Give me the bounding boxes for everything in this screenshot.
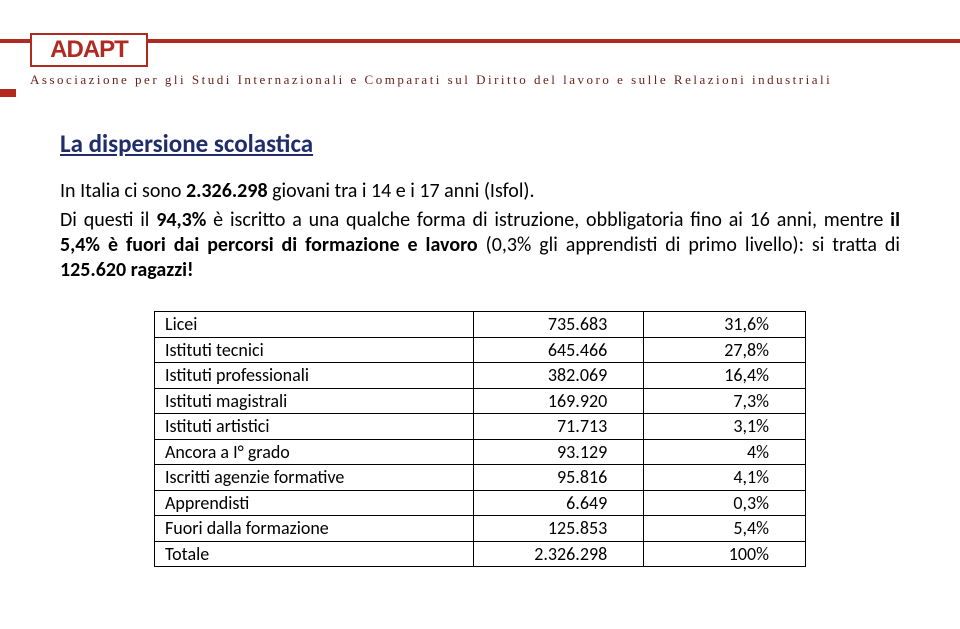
paragraph-1: In Italia ci sono 2.326.298 giovani tra … — [60, 179, 900, 204]
table-row: Iscritti agenzie formative 95.816 4,1% — [155, 465, 806, 491]
cell-value: 645.466 — [474, 337, 644, 363]
cell-value: 382.069 — [474, 363, 644, 389]
table-row: Totale 2.326.298 100% — [155, 541, 806, 567]
table-row: Istituti tecnici 645.466 27,8% — [155, 337, 806, 363]
cell-value: 2.326.298 — [474, 541, 644, 567]
cell-pct: 4,1% — [644, 465, 806, 491]
table-row: Apprendisti 6.649 0,3% — [155, 490, 806, 516]
cell-label: Istituti magistrali — [155, 388, 474, 414]
cell-label: Istituti artistici — [155, 414, 474, 440]
cell-value: 95.816 — [474, 465, 644, 491]
p1-c: giovani tra i 14 e i 17 anni (Isfol). — [268, 179, 535, 203]
cell-label: Totale — [155, 541, 474, 567]
cell-label: Ancora a I° grado — [155, 439, 474, 465]
cell-pct: 16,4% — [644, 363, 806, 389]
cell-label: Apprendisti — [155, 490, 474, 516]
table-row: Istituti professionali 382.069 16,4% — [155, 363, 806, 389]
p2-a: Di questi il — [60, 208, 156, 232]
data-table: Licei 735.683 31,6% Istituti tecnici 645… — [154, 311, 806, 567]
content: La dispersione scolastica In Italia ci s… — [60, 128, 900, 567]
cell-pct: 27,8% — [644, 337, 806, 363]
cell-pct: 31,6% — [644, 312, 806, 338]
cell-pct: 7,3% — [644, 388, 806, 414]
p2-f: 125.620 ragazzi! — [60, 258, 194, 282]
logo: ADAPT — [30, 33, 148, 67]
cell-label: Licei — [155, 312, 474, 338]
data-table-body: Licei 735.683 31,6% Istituti tecnici 645… — [155, 312, 806, 567]
accent-bar — [0, 89, 16, 97]
cell-label: Fuori dalla formazione — [155, 516, 474, 542]
cell-label: Istituti tecnici — [155, 337, 474, 363]
header: ADAPT Associazione per gli Studi Interna… — [0, 24, 960, 80]
cell-pct: 3,1% — [644, 414, 806, 440]
cell-label: Iscritti agenzie formative — [155, 465, 474, 491]
p1-b: 2.326.298 — [186, 179, 268, 203]
cell-pct: 4% — [644, 439, 806, 465]
cell-label: Istituti professionali — [155, 363, 474, 389]
cell-value: 71.713 — [474, 414, 644, 440]
table-row: Fuori dalla formazione 125.853 5,4% — [155, 516, 806, 542]
cell-pct: 0,3% — [644, 490, 806, 516]
cell-value: 735.683 — [474, 312, 644, 338]
p1-a: In Italia ci sono — [60, 179, 186, 203]
cell-pct: 5,4% — [644, 516, 806, 542]
cell-value: 169.920 — [474, 388, 644, 414]
table-row: Licei 735.683 31,6% — [155, 312, 806, 338]
cell-value: 6.649 — [474, 490, 644, 516]
p2-b: 94,3% — [156, 208, 206, 232]
p2-c: è iscritto a una qualche forma di istruz… — [206, 208, 890, 232]
table-row: Istituti magistrali 169.920 7,3% — [155, 388, 806, 414]
table-row: Istituti artistici 71.713 3,1% — [155, 414, 806, 440]
cell-value: 93.129 — [474, 439, 644, 465]
header-tagline: Associazione per gli Studi Internazional… — [30, 72, 950, 88]
data-table-wrap: Licei 735.683 31,6% Istituti tecnici 645… — [154, 311, 806, 567]
p2-e: (0,3% gli apprendisti di primo livello):… — [478, 233, 900, 257]
cell-pct: 100% — [644, 541, 806, 567]
table-row: Ancora a I° grado 93.129 4% — [155, 439, 806, 465]
logo-text: ADAPT — [50, 38, 128, 62]
page-title: La dispersione scolastica — [60, 128, 900, 159]
cell-value: 125.853 — [474, 516, 644, 542]
paragraph-2: Di questi il 94,3% è iscritto a una qual… — [60, 208, 900, 283]
